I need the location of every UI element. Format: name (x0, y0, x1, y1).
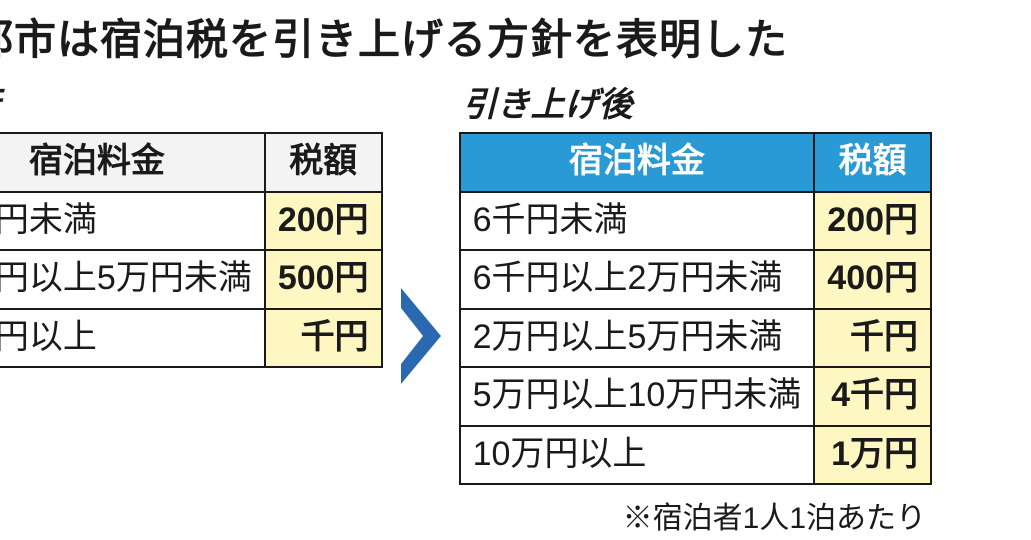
tax-cell: 400円 (814, 250, 931, 309)
rate-cell: 6千円以上2万円未満 (460, 250, 815, 309)
after-panel: 引き上げ後 宿泊料金 税額 6千円未満 200円 (459, 75, 932, 537)
tax-cell: 千円 (814, 309, 931, 368)
current-header-rate: 宿泊料金 (0, 133, 265, 192)
tax-cell: 200円 (265, 192, 382, 251)
current-panel: 現行 宿泊料金 税額 2万円未満 200円 2 (0, 75, 383, 368)
rate-cell: 2万円以上5万円未満 (460, 309, 815, 368)
after-header-tax: 税額 (814, 133, 931, 192)
after-tax-table: 宿泊料金 税額 6千円未満 200円 6千円以上2万円未満 400円 (459, 132, 932, 485)
table-row: 2万円未満 200円 (0, 192, 382, 251)
table-row: 2万円以上5万円未満 千円 (460, 309, 931, 368)
current-panel-label: 現行 (0, 75, 383, 132)
table-row: 6千円未満 200円 (460, 192, 931, 251)
chevron-right-icon (397, 286, 445, 386)
tax-cell: 4千円 (814, 367, 931, 426)
rate-cell: 2万円以上5万円未満 (0, 250, 265, 309)
arrow-icon (383, 226, 459, 386)
rate-cell: 5万円以上10万円未満 (460, 367, 815, 426)
table-row: 10万円以上 1万円 (460, 426, 931, 485)
rate-cell: 5万円以上 (0, 309, 265, 368)
after-header-rate: 宿泊料金 (460, 133, 815, 192)
rate-cell: 2万円未満 (0, 192, 265, 251)
table-row: 6千円以上2万円未満 400円 (460, 250, 931, 309)
comparison-content: 現行 宿泊料金 税額 2万円未満 200円 2 (0, 75, 1031, 537)
table-row: 5万円以上10万円未満 4千円 (460, 367, 931, 426)
table-row: 2万円以上5万円未満 500円 (0, 250, 382, 309)
tax-cell: 千円 (265, 309, 382, 368)
current-header-tax: 税額 (265, 133, 382, 192)
headline: 京都市は宿泊税を引き上げる方針を表明した (0, 0, 1031, 75)
tax-cell: 1万円 (814, 426, 931, 485)
tax-cell: 200円 (814, 192, 931, 251)
rate-cell: 10万円以上 (460, 426, 815, 485)
table-row: 5万円以上 千円 (0, 309, 382, 368)
footnote: ※宿泊者1人1泊あたり (459, 485, 932, 537)
tax-cell: 500円 (265, 250, 382, 309)
after-panel-label: 引き上げ後 (459, 75, 932, 132)
current-tax-table: 宿泊料金 税額 2万円未満 200円 2万円以上5万円未満 500円 (0, 132, 383, 368)
rate-cell: 6千円未満 (460, 192, 815, 251)
